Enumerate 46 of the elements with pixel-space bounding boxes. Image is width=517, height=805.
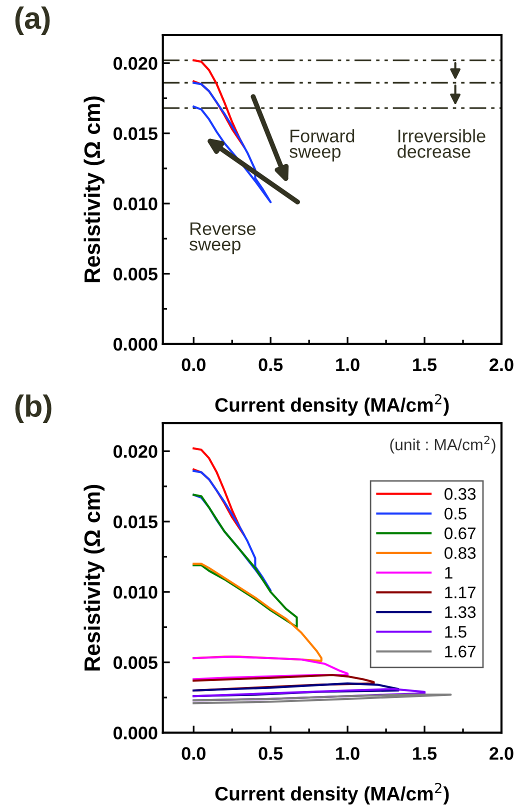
y-tick-label: 0.005 — [114, 656, 158, 670]
chart-title: (a) — [15, 6, 50, 36]
x-tick-label: 0.5 — [258, 358, 283, 372]
legend-label: 1.33 — [445, 606, 476, 618]
x-axis-title: Current density (MA/cm$^{2}$) — [215, 394, 449, 416]
y-tick-label: 0.015 — [114, 127, 158, 140]
line-series — [192, 682, 400, 698]
x-axis-title: Current density (MA/cm$^{2}$) — [215, 782, 449, 804]
y-axis-title: Resistivity (Ω cm) — [84, 484, 104, 670]
y-tick-label: 0.000 — [114, 338, 158, 351]
legend-label: 1 — [445, 567, 452, 578]
x-tick-label: 0.0 — [182, 358, 206, 372]
annotation: Reverse sweep — [190, 222, 256, 254]
line-series — [192, 694, 452, 704]
legend-label: 0.83 — [444, 547, 476, 559]
line-series — [192, 82, 272, 204]
legend-label: 0.33 — [444, 488, 476, 500]
line-series — [192, 494, 298, 628]
x-tick-label: 1.0 — [336, 747, 360, 760]
x-tick-label: 1.0 — [336, 358, 360, 372]
y-tick-label: 0.020 — [114, 445, 158, 458]
y-tick-label: 0.010 — [114, 586, 158, 599]
line-series — [192, 470, 272, 592]
x-tick-label: 0.0 — [182, 747, 206, 760]
legend-label: 1.5 — [445, 626, 466, 638]
y-axis-title: Resistivity (Ω cm) — [84, 96, 104, 282]
line-series — [192, 656, 349, 680]
y-tick-label: 0.010 — [114, 197, 158, 210]
chart-title: (b) — [15, 394, 52, 424]
legend-label: 0.5 — [444, 508, 466, 520]
annotation: Irreversible decrease — [398, 129, 486, 158]
legend-title: (unit : MA/cm$^{2}$) — [390, 436, 496, 454]
x-tick-label: 1.5 — [413, 358, 437, 372]
x-tick-label: 0.5 — [258, 747, 283, 760]
x-tick-label: 2.0 — [490, 358, 514, 372]
x-tick-label: 1.5 — [413, 747, 437, 760]
legend-label: 1.67 — [445, 646, 476, 658]
legend-label: 1.17 — [445, 586, 476, 598]
y-tick-label: 0.005 — [114, 268, 158, 280]
y-tick-label: 0.000 — [114, 726, 158, 740]
y-tick-label: 0.015 — [114, 516, 158, 528]
y-tick-label: 0.020 — [114, 57, 158, 70]
line-series — [192, 674, 375, 692]
x-tick-label: 2.0 — [490, 747, 514, 760]
annotation: Forward sweep — [290, 129, 354, 162]
legend-label: 0.67 — [444, 527, 476, 540]
